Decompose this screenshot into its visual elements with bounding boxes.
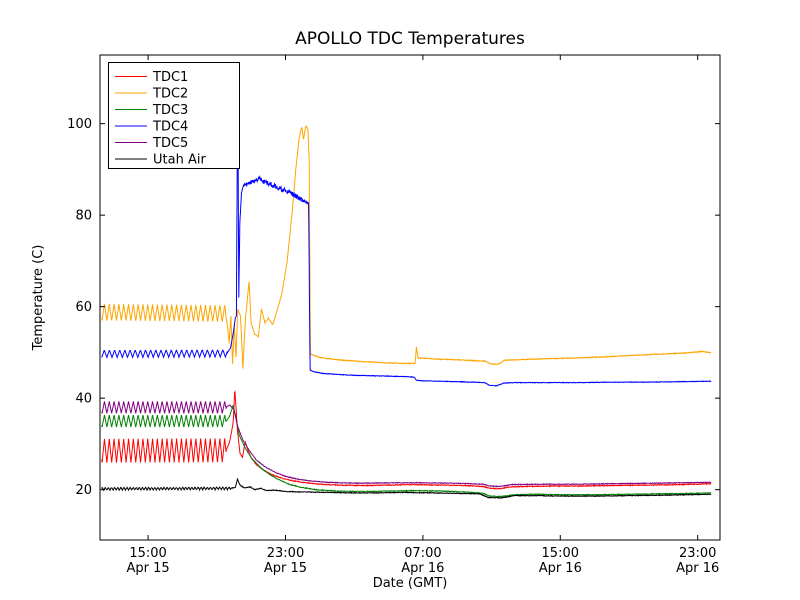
legend-label-tdc4: TDC4 <box>152 120 188 135</box>
legend-box <box>108 62 240 169</box>
y-tick-label: 60 <box>75 300 92 315</box>
plot-border <box>99 54 721 541</box>
y-axis-label: Temperature (C) <box>31 245 46 352</box>
chart-title: APOLLO TDC Temperatures <box>295 29 525 49</box>
x-tick-date-label: Apr 15 <box>264 561 307 576</box>
series-line-tdc5 <box>101 401 712 488</box>
legend-label-tdc2: TDC2 <box>152 87 188 102</box>
x-tick-date-label: Apr 16 <box>539 561 582 576</box>
x-tick-time-label: 07:00 <box>404 546 441 561</box>
legend-label-tdc3: TDC3 <box>152 103 188 118</box>
series-line-tdc1 <box>101 390 712 490</box>
x-tick-time-label: 23:00 <box>267 546 304 561</box>
y-tick-label: 80 <box>75 209 92 224</box>
x-axis-label: Date (GMT) <box>373 576 448 591</box>
legend-label-utah-air: Utah Air <box>153 153 206 168</box>
series-line-tdc3 <box>101 405 712 498</box>
y-tick-label: 20 <box>75 483 92 498</box>
x-tick-time-label: 23:00 <box>679 546 716 561</box>
series-line-tdc2 <box>101 125 712 369</box>
y-tick-label: 40 <box>75 392 92 407</box>
legend-label-tdc1: TDC1 <box>152 70 188 85</box>
x-tick-time-label: 15:00 <box>542 546 579 561</box>
x-tick-date-label: Apr 16 <box>401 561 444 576</box>
series-line-utah-air <box>101 477 712 500</box>
series-line-tdc4 <box>101 123 712 387</box>
series-lines <box>101 123 712 500</box>
legend-label-tdc5: TDC5 <box>152 136 188 151</box>
x-tick-time-label: 15:00 <box>129 546 166 561</box>
y-tick-label: 100 <box>67 117 92 132</box>
x-tick-date-label: Apr 15 <box>127 561 170 576</box>
x-tick-date-label: Apr 16 <box>676 561 719 576</box>
